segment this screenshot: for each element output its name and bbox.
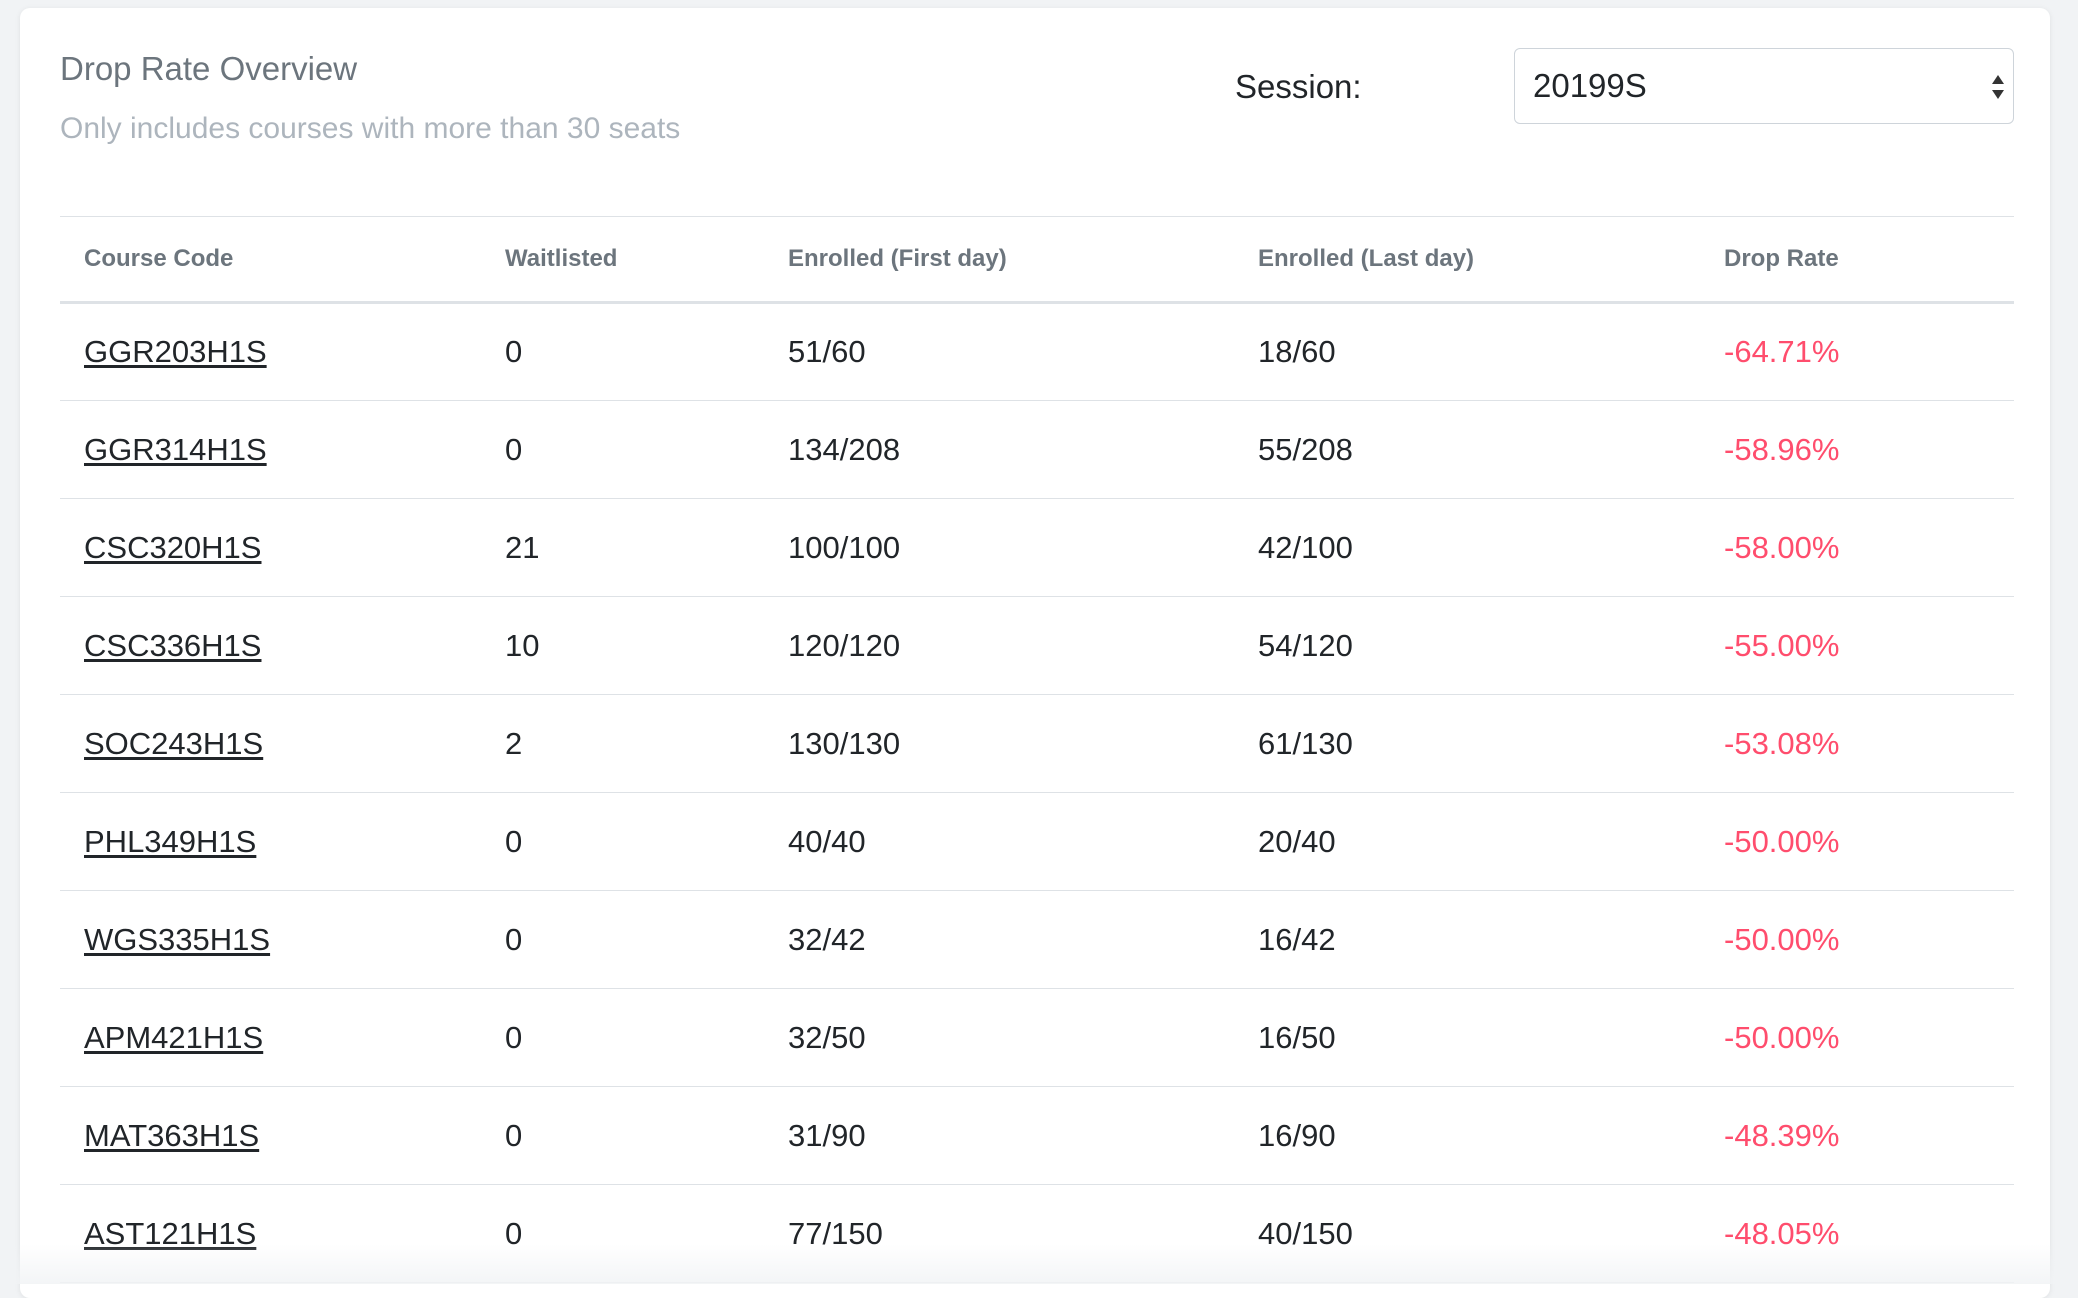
table-row: AST121H1S 0 77/150 40/150 -48.05% [60, 1185, 2014, 1283]
enrolled-last-cell: 18/60 [1258, 334, 1336, 369]
enrolled-last-cell: 40/150 [1258, 1215, 1353, 1251]
course-code-cell: PHL349H1S [60, 793, 481, 891]
course-code-cell: CSC336H1S [60, 597, 481, 695]
waitlisted-cell: 0 [505, 1019, 523, 1055]
course-link[interactable]: WGS335H1S [84, 921, 271, 957]
drop-rate-cell: -50.00% [1724, 823, 1840, 859]
course-link[interactable]: CSC336H1S [84, 627, 262, 663]
waitlisted-cell: 0 [505, 823, 523, 859]
page-title: Drop Rate Overview [60, 50, 358, 87]
column-header-course-code[interactable]: Course Code [84, 245, 234, 272]
table-row: CSC320H1S 21 100/100 42/100 -58.00% [60, 499, 2014, 597]
waitlisted-cell: 21 [505, 529, 540, 565]
course-link[interactable]: SOC243H1S [84, 725, 264, 761]
drop-rate-cell: -50.00% [1724, 1019, 1840, 1055]
course-code-cell: GGR314H1S [60, 401, 481, 499]
table-row: APM421H1S 0 32/50 16/50 -50.00% [60, 989, 2014, 1087]
column-header-enrolled-last-day[interactable]: Enrolled (Last day) [1258, 245, 1475, 272]
enrolled-first-cell: 120/120 [788, 627, 901, 663]
drop-rate-cell: -58.96% [1724, 431, 1840, 467]
enrolled-last-cell: 16/50 [1258, 1019, 1336, 1055]
course-code-cell: SOC243H1S [60, 695, 481, 793]
waitlisted-cell: 0 [505, 431, 523, 467]
waitlisted-cell: 0 [505, 1215, 523, 1251]
column-header-waitlisted[interactable]: Waitlisted [505, 245, 618, 272]
session-selected-value: 20199S [1533, 67, 1647, 104]
drop-rate-cell: -48.05% [1724, 1215, 1840, 1251]
table-row: PHL349H1S 0 40/40 20/40 -50.00% [60, 793, 2014, 891]
table-body: GGR203H1S 0 51/60 18/60 -64.71% GGR314H1… [60, 303, 2014, 1283]
table-row: CSC336H1S 10 120/120 54/120 -55.00% [60, 597, 2014, 695]
header-row: Course Code Waitlisted Enrolled (First d… [60, 216, 2014, 303]
column-header-drop-rate[interactable]: Drop Rate [1724, 245, 1839, 272]
drop-rate-table: Course Code Waitlisted Enrolled (First d… [60, 216, 2014, 1283]
waitlisted-cell: 0 [505, 1117, 523, 1153]
course-code-cell: GGR203H1S [60, 303, 481, 401]
drop-rate-cell: -64.71% [1724, 334, 1840, 369]
enrolled-last-cell: 16/90 [1258, 1117, 1336, 1153]
drop-rate-cell: -58.00% [1724, 529, 1840, 565]
waitlisted-cell: 0 [505, 334, 523, 369]
table-row: MAT363H1S 0 31/90 16/90 -48.39% [60, 1087, 2014, 1185]
enrolled-last-cell: 61/130 [1258, 725, 1353, 761]
enrolled-first-cell: 32/50 [788, 1019, 866, 1055]
enrolled-last-cell: 42/100 [1258, 529, 1353, 565]
drop-rate-cell: -53.08% [1724, 725, 1840, 761]
drop-rate-cell: -55.00% [1724, 627, 1840, 663]
enrolled-first-cell: 32/42 [788, 921, 866, 957]
enrolled-first-cell: 40/40 [788, 823, 866, 859]
table-header: Course Code Waitlisted Enrolled (First d… [60, 216, 2014, 303]
enrolled-first-cell: 77/150 [788, 1215, 883, 1251]
enrolled-last-cell: 16/42 [1258, 921, 1336, 957]
enrolled-last-cell: 20/40 [1258, 823, 1336, 859]
enrolled-first-cell: 130/130 [788, 725, 901, 761]
course-code-cell: APM421H1S [60, 989, 481, 1087]
session-label: Session: [1235, 68, 1362, 105]
select-arrows-icon [1992, 75, 2004, 99]
course-link[interactable]: GGR203H1S [84, 334, 267, 369]
enrolled-last-cell: 55/208 [1258, 431, 1353, 467]
course-link[interactable]: MAT363H1S [84, 1117, 260, 1153]
course-code-cell: CSC320H1S [60, 499, 481, 597]
session-select[interactable]: 20199S [1514, 48, 2014, 124]
enrolled-first-cell: 31/90 [788, 1117, 866, 1153]
column-header-enrolled-first-day[interactable]: Enrolled (First day) [788, 245, 1007, 272]
table-row: GGR314H1S 0 134/208 55/208 -58.96% [60, 401, 2014, 499]
enrolled-first-cell: 134/208 [788, 431, 901, 467]
drop-rate-cell: -48.39% [1724, 1117, 1840, 1153]
table-row: SOC243H1S 2 130/130 61/130 -53.08% [60, 695, 2014, 793]
table-row: WGS335H1S 0 32/42 16/42 -50.00% [60, 891, 2014, 989]
waitlisted-cell: 0 [505, 921, 523, 957]
drop-rate-card: Drop Rate Overview Only includes courses… [20, 8, 2050, 1298]
drop-rate-cell: -50.00% [1724, 921, 1840, 957]
waitlisted-cell: 2 [505, 725, 523, 761]
enrolled-last-cell: 54/120 [1258, 627, 1353, 663]
drop-rate-table-wrapper: Course Code Waitlisted Enrolled (First d… [60, 216, 2014, 1283]
course-code-cell: WGS335H1S [60, 891, 481, 989]
course-link[interactable]: GGR314H1S [84, 431, 267, 467]
waitlisted-cell: 10 [505, 627, 540, 663]
course-code-cell: MAT363H1S [60, 1087, 481, 1185]
course-link[interactable]: CSC320H1S [84, 529, 262, 565]
course-code-cell: AST121H1S [60, 1185, 481, 1283]
course-link[interactable]: AST121H1S [84, 1215, 257, 1251]
enrolled-first-cell: 51/60 [788, 334, 866, 369]
page-subtitle: Only includes courses with more than 30 … [60, 112, 681, 145]
table-row: GGR203H1S 0 51/60 18/60 -64.71% [60, 303, 2014, 401]
course-link[interactable]: PHL349H1S [84, 823, 257, 859]
enrolled-first-cell: 100/100 [788, 529, 901, 565]
course-link[interactable]: APM421H1S [84, 1019, 264, 1055]
